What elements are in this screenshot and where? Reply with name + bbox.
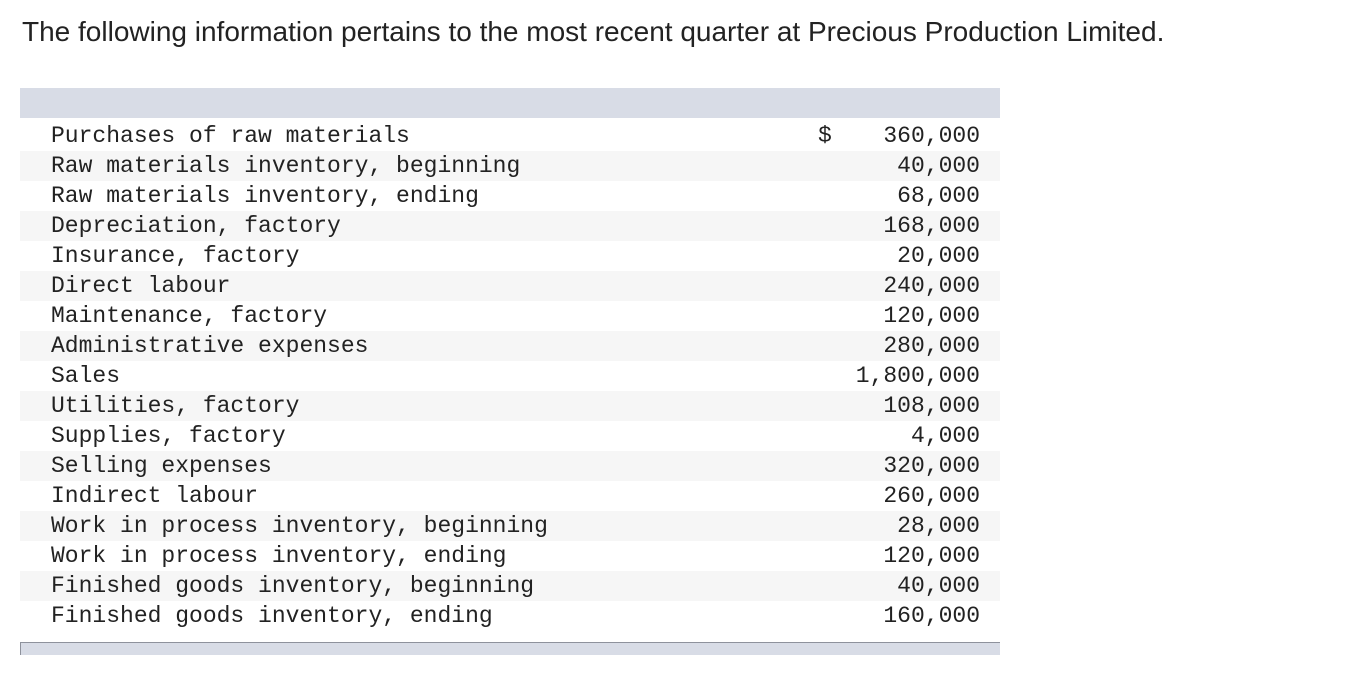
row-amount: 280,000 [883,333,980,359]
row-label: Finished goods inventory, beginning [51,573,535,599]
row-label: Work in process inventory, beginning [51,513,548,539]
row-amount: 20,000 [897,243,980,269]
row-amount: 40,000 [897,153,980,179]
row-label: Sales [51,363,121,389]
row-amount: 4,000 [910,423,980,449]
row-amount: 260,000 [883,483,980,509]
row-label: Selling expenses [51,453,272,479]
row-label: Finished goods inventory, ending [51,603,493,629]
table-row: Purchases of raw materials $360,000 [20,121,1000,151]
row-amount: 360,000 [883,123,980,149]
row-amount: 240,000 [883,273,980,299]
table-body: Purchases of raw materials $360,000 Raw ma… [20,118,1000,631]
table-row: Finished goods inventory, ending 160,000 [20,601,1000,631]
row-label: Maintenance, factory [51,303,328,329]
row-amount: 120,000 [883,543,980,569]
intro-text: The following information pertains to th… [22,16,1165,47]
table-footer-bar [20,642,1000,655]
table-row: Insurance, factory 20,000 [20,241,1000,271]
table-row: Finished goods inventory, beginning 40,00… [20,571,1000,601]
table-row: Direct labour 240,000 [20,271,1000,301]
row-amount: 1,800,000 [855,363,980,389]
row-label: Indirect labour [51,483,259,509]
row-amount: 68,000 [897,183,980,209]
row-label: Work in process inventory, ending [51,543,507,569]
table-row: Selling expenses 320,000 [20,451,1000,481]
row-label: Raw materials inventory, beginning [51,153,521,179]
row-label: Utilities, factory [51,393,300,419]
table-row: Raw materials inventory, beginning 40,000 [20,151,1000,181]
row-label: Insurance, factory [51,243,300,269]
table-row: Sales 1,800,000 [20,361,1000,391]
table-row: Work in process inventory, ending 120,000 [20,541,1000,571]
table-row: Administrative expenses 280,000 [20,331,1000,361]
table-row: Work in process inventory, beginning 28,0… [20,511,1000,541]
row-amount: 160,000 [883,603,980,629]
table-row: Maintenance, factory 120,000 [20,301,1000,331]
row-label: Depreciation, factory [51,213,341,239]
row-amount: 320,000 [883,453,980,479]
table-row: Supplies, factory 4,000 [20,421,1000,451]
row-label: Administrative expenses [51,333,369,359]
row-label: Direct labour [51,273,231,299]
row-label: Raw materials inventory, ending [51,183,479,209]
row-amount: 28,000 [897,513,980,539]
row-label: Supplies, factory [51,423,286,449]
row-amount: 120,000 [883,303,980,329]
table-row: Indirect labour 260,000 [20,481,1000,511]
table-row: Raw materials inventory, ending 68,000 [20,181,1000,211]
table-row: Depreciation, factory 168,000 [20,211,1000,241]
table-header-bar [20,88,1000,118]
row-amount: 168,000 [883,213,980,239]
row-amount: 108,000 [883,393,980,419]
row-label: Purchases of raw materials [51,123,410,149]
table-row: Utilities, factory 108,000 [20,391,1000,421]
row-amount: 40,000 [897,573,980,599]
data-table: Purchases of raw materials $360,000 Raw ma… [20,88,1000,655]
currency-symbol: $ [818,123,832,149]
